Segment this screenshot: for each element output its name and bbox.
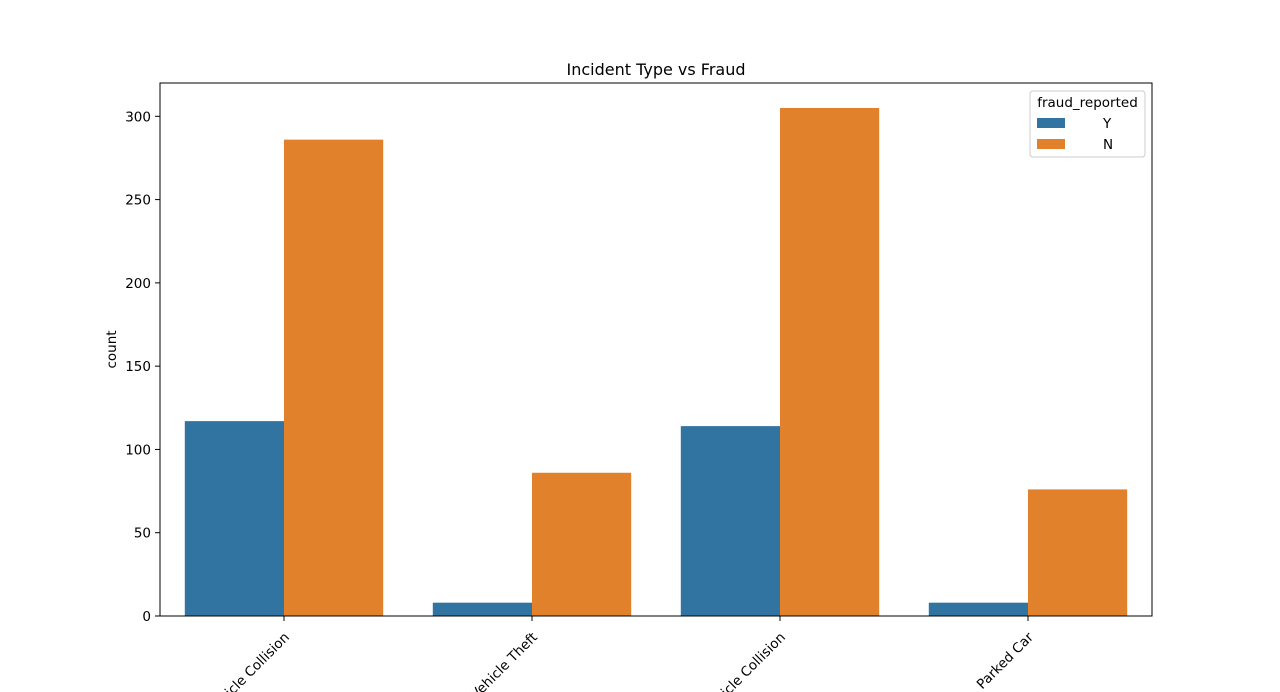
bar-y-1 <box>432 602 532 616</box>
legend-label-n: N <box>1103 137 1113 153</box>
y-tick-label: 100 <box>125 442 151 458</box>
bar-y-0 <box>184 421 284 616</box>
y-tick-label: 300 <box>125 109 151 125</box>
bar-n-3 <box>1028 489 1128 616</box>
legend-label-y: Y <box>1102 116 1112 132</box>
chart-title: Incident Type vs Fraud <box>566 60 745 79</box>
legend-title: fraud_reported <box>1037 95 1138 111</box>
x-tick-label: Vehicle Theft <box>468 630 541 692</box>
y-axis-ticks: 0 50 100 150 200 250 300 <box>125 109 160 625</box>
y-tick-label: 250 <box>125 193 151 209</box>
bar-n-1 <box>532 472 632 616</box>
bar-y-2 <box>680 426 780 616</box>
x-tick-label: icle Collision <box>222 630 293 692</box>
y-tick-label: 0 <box>142 609 151 625</box>
y-tick-label: 200 <box>125 276 151 292</box>
y-tick-label: 150 <box>125 359 151 375</box>
bar-n-0 <box>284 139 384 616</box>
y-tick-label: 50 <box>134 526 151 542</box>
y-axis-label: count <box>104 330 120 368</box>
bar-n-2 <box>780 107 880 616</box>
x-axis-ticks: icle Collision Vehicle Theft icle Collisio… <box>222 616 1037 692</box>
x-tick-label: icle Collision <box>718 630 789 692</box>
bar-y-3 <box>928 602 1028 616</box>
legend: fraud_reported YN <box>1029 90 1146 158</box>
legend-swatch-n <box>1037 139 1065 149</box>
bars-group <box>184 107 1128 616</box>
legend-swatch-y <box>1037 118 1065 128</box>
plot-frame <box>159 82 1153 617</box>
legend-items: YN <box>1037 116 1113 153</box>
x-tick-label: Parked Car <box>974 629 1037 692</box>
